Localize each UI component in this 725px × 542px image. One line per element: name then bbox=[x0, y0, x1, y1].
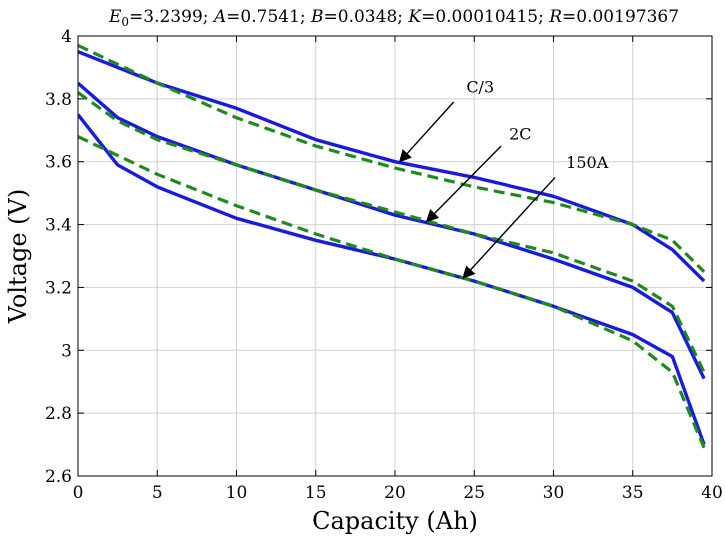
annotations: C/3 2C 150A bbox=[398, 78, 609, 279]
title-value: =0.0348; bbox=[324, 7, 409, 27]
title-subscript: 0 bbox=[121, 15, 129, 29]
title-symbol: A bbox=[212, 7, 226, 27]
annotation-label: C/3 bbox=[466, 78, 494, 97]
x-tick-label: 15 bbox=[305, 483, 327, 503]
annotation-arrow bbox=[425, 145, 502, 223]
title-value: =3.2399; bbox=[129, 7, 214, 27]
title-symbol: E bbox=[108, 7, 122, 27]
series-lines bbox=[78, 43, 706, 449]
y-tick-label: 2.8 bbox=[45, 404, 72, 424]
x-tick-label: 20 bbox=[384, 483, 406, 503]
title-symbol: K bbox=[407, 7, 422, 27]
x-tick-label: 30 bbox=[543, 483, 565, 503]
series-line-measured bbox=[78, 81, 706, 380]
grid-lines bbox=[78, 36, 712, 476]
title-symbol: R bbox=[548, 7, 562, 27]
axis-ticks: 0 5 10 15 20 25 30 35 40 2.6 2.8 3 3.2 3.4 3.6 3.8 4 bbox=[45, 27, 723, 503]
series-line-model bbox=[78, 43, 706, 273]
y-tick-label: 2.6 bbox=[45, 467, 72, 487]
x-tick-label: 35 bbox=[622, 483, 644, 503]
y-axis-label: Voltage (V) bbox=[4, 189, 32, 324]
x-tick-label: 5 bbox=[152, 483, 163, 503]
annotation-arrow bbox=[462, 176, 556, 279]
annotation-arrow bbox=[398, 101, 455, 163]
annotation-label: 150A bbox=[566, 153, 609, 172]
chart-title: E0=3.2399; A=0.7541; B=0.0348; K=0.00010… bbox=[108, 7, 679, 29]
x-tick-label: 40 bbox=[701, 483, 723, 503]
y-tick-label: 4 bbox=[61, 27, 72, 47]
title-value: =0.00197367 bbox=[562, 7, 679, 27]
title-value: =0.00010415; bbox=[421, 7, 549, 27]
title-symbol: B bbox=[310, 7, 324, 27]
y-tick-label: 3 bbox=[61, 341, 72, 361]
title-value: =0.7541; bbox=[226, 7, 311, 27]
y-tick-label: 3.4 bbox=[45, 216, 72, 236]
series-line-model bbox=[78, 135, 706, 449]
y-tick-label: 3.8 bbox=[45, 90, 72, 110]
y-tick-label: 3.2 bbox=[45, 278, 72, 298]
series-line-model bbox=[78, 91, 706, 373]
annotation-label: 2C bbox=[509, 125, 531, 144]
y-tick-label: 3.6 bbox=[45, 153, 72, 173]
x-tick-label: 25 bbox=[463, 483, 485, 503]
x-axis-label: Capacity (Ah) bbox=[312, 507, 478, 535]
x-tick-label: 0 bbox=[73, 483, 84, 503]
x-tick-label: 10 bbox=[226, 483, 248, 503]
